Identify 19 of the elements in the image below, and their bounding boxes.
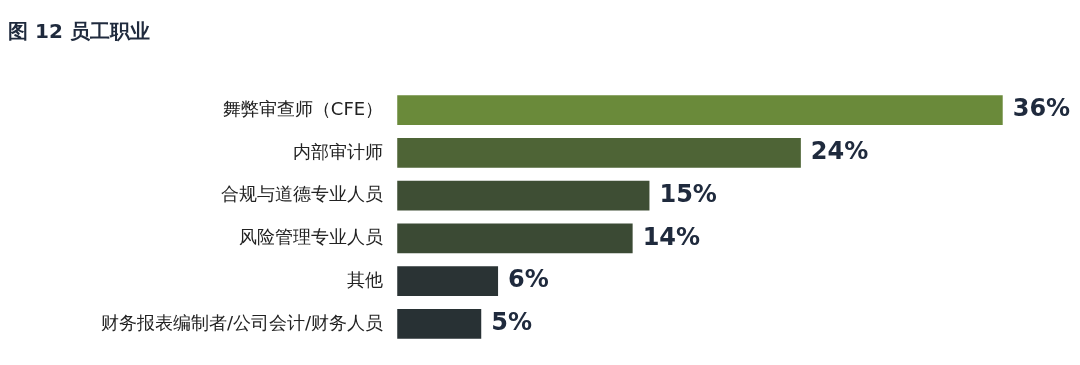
data-label: 36%: [1012, 94, 1071, 123]
y-tick-label: 内部审计师: [293, 140, 384, 162]
data-label: 6%: [508, 265, 549, 294]
data-label: 14%: [642, 222, 701, 251]
bar: [397, 223, 633, 254]
bar: [397, 308, 482, 339]
y-tick-label: 风险管理专业人员: [239, 226, 384, 248]
data-label: 24%: [810, 137, 869, 166]
data-label: 5%: [491, 308, 532, 337]
y-tick-label: 财务报表编制者/公司会计/财务人员: [100, 311, 384, 333]
y-tick-label: 舞弊审查师（CFE）: [222, 97, 384, 119]
bar: [397, 137, 801, 168]
bar: [397, 180, 650, 211]
data-label: 15%: [659, 179, 717, 208]
y-tick-label: 其他: [347, 268, 384, 290]
text: 图 12 员工职业: [8, 18, 150, 45]
y-tick-label: 合规与道德专业人员: [221, 183, 384, 205]
bar: [397, 266, 499, 297]
bar: [397, 95, 1003, 126]
